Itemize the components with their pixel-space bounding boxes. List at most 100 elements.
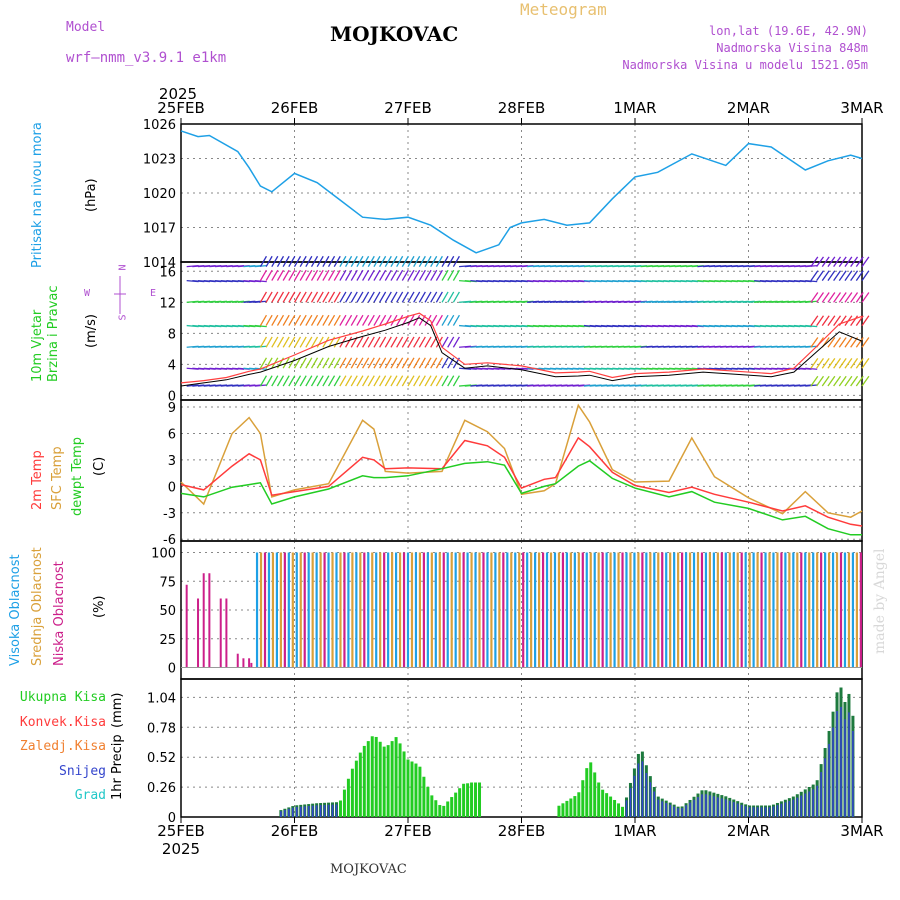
compass-west-label: W (84, 288, 91, 299)
precip-bar (621, 806, 625, 817)
wind-barb (282, 375, 290, 387)
wind-barb (435, 269, 443, 281)
wind-barb (850, 256, 859, 268)
precip-snow-bar (728, 800, 731, 817)
wind-barb (345, 357, 353, 369)
wind-barb (441, 314, 449, 326)
wind-barb (390, 375, 398, 387)
precip-bar (374, 736, 378, 817)
x-tick-label-top: 2MAR (727, 99, 770, 117)
precip-snow-bar (641, 761, 644, 817)
wind-barb (407, 357, 415, 369)
wind-barb (821, 358, 830, 369)
precip-bar (581, 780, 585, 817)
wind-barb (827, 358, 836, 369)
wind-barb (356, 314, 364, 326)
wind-barb (356, 255, 364, 267)
precip-snow-bar (280, 811, 282, 817)
wind-barb (339, 291, 347, 303)
wind-barb (362, 357, 370, 369)
wind-barb (373, 269, 381, 281)
wind-barb (821, 315, 830, 326)
precip-snow-bar (800, 795, 803, 817)
y-tick-label: 1.04 (147, 691, 176, 706)
wind-barb (327, 255, 336, 267)
precip-snow-bar (625, 800, 628, 817)
precip-bar (565, 800, 569, 817)
wind-barb (401, 336, 409, 348)
y-tick-label: -3 (163, 507, 176, 522)
wind-barb (452, 291, 460, 303)
wind-barb (447, 357, 455, 369)
wind-barb (816, 256, 825, 268)
lonlat-text: lon,lat (19.6E, 42.9N) (709, 24, 868, 38)
wind-barb (345, 375, 353, 387)
wind-barb (305, 255, 313, 267)
wind-barb (418, 357, 426, 369)
wind-barb (452, 255, 460, 267)
y-tick-label: 0.78 (147, 721, 176, 736)
y-tick-label: 75 (159, 575, 176, 590)
panel-frame (180, 399, 863, 542)
precip-snow-bar (736, 803, 739, 817)
precip-snow-bar (709, 795, 711, 817)
panel-frame (180, 261, 863, 401)
compass-rose: N W S E (84, 262, 162, 326)
wind-barb (379, 269, 387, 281)
wind-barb (390, 357, 398, 369)
wind-barb (435, 255, 443, 267)
legend-zaledj: Zaledj.Kisa (19, 739, 106, 754)
wind-barb (322, 314, 330, 326)
wind-barb (396, 269, 404, 281)
precip-bar (557, 805, 561, 817)
x-tick-label-bottom: 2MAR (727, 822, 770, 840)
precip-bar (394, 737, 398, 817)
wind-barb (424, 336, 432, 348)
wind-barb (288, 269, 296, 281)
wind-barb (333, 375, 341, 387)
wind-barb (259, 357, 268, 369)
wind-barb (310, 336, 319, 348)
wind-barb (838, 270, 847, 281)
wind-barb (424, 255, 432, 267)
wind-barb (384, 375, 392, 387)
wind-barb (418, 291, 426, 303)
wind-barb (373, 255, 381, 267)
wind-barb (827, 375, 836, 387)
wind-barb (305, 291, 313, 303)
precip-snow-bar (740, 804, 743, 817)
wind-barb (373, 375, 381, 387)
wind-barb (322, 375, 330, 387)
wind-barb (379, 336, 387, 348)
wind-barb (293, 357, 302, 369)
wind-barb (379, 291, 387, 303)
wind-barb (447, 269, 455, 281)
wind-barb (316, 255, 324, 267)
precip-bar (442, 805, 446, 817)
y-tick-label: 0 (168, 662, 176, 677)
wind-barb (821, 270, 830, 281)
wind-barb (259, 269, 268, 281)
y-tick-label: 100 (151, 547, 176, 562)
wind-barb (282, 291, 290, 303)
wind-barb (316, 336, 324, 348)
precip-snow-bar (824, 758, 826, 817)
wind-barb (861, 375, 870, 387)
precip-snow-bar (665, 803, 668, 817)
wind-barb (805, 279, 818, 283)
precip-bar (597, 782, 601, 817)
wind-barb (850, 270, 859, 281)
wind-barb (838, 375, 847, 387)
y-tick-label: 50 (159, 604, 176, 619)
wind-barb (327, 314, 336, 326)
wind-barb (401, 375, 409, 387)
meteogram-label: Meteogram (520, 0, 607, 19)
precip-bar (470, 782, 474, 817)
precip-snow-bar (808, 791, 811, 817)
wind-barb (259, 291, 268, 303)
precip-snow-bar (315, 805, 318, 817)
y-tick-label: 1020 (143, 187, 176, 202)
precip-snow-bar (701, 794, 703, 817)
y-tick-label: -6 (163, 533, 176, 548)
wind-barb (350, 255, 358, 267)
